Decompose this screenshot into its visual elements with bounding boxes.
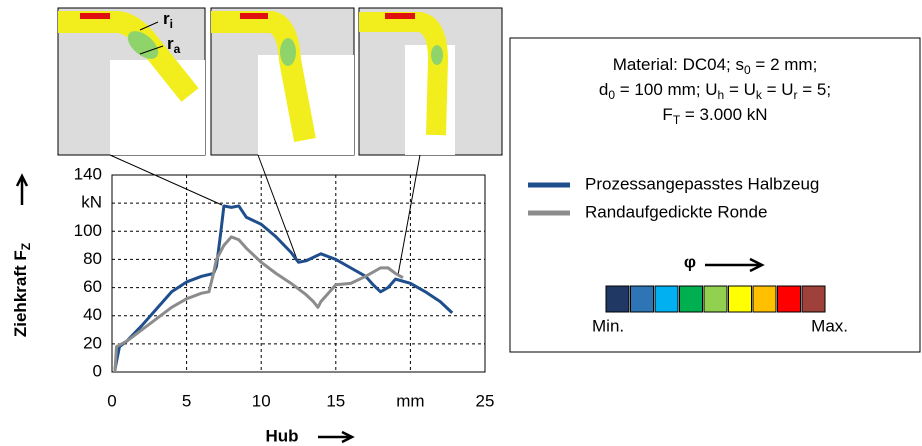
x-tick-label: 10 [252, 391, 271, 410]
info-text: = 3.000 kN [680, 105, 767, 124]
x-tick-label: 5 [182, 391, 191, 410]
chart: Hub 0 20 40 60 80 100 kN 140 0 5 10 15 mm 25 Ziehkraft… [0, 0, 922, 446]
scale-max: Max. [811, 316, 848, 335]
scale-min: Min. [592, 316, 624, 335]
info-sub: h [718, 88, 725, 102]
connector [398, 155, 420, 275]
scale-swatch [704, 286, 727, 312]
y-tick-label: 40 [83, 305, 102, 324]
scale-swatch [778, 286, 801, 312]
connector [110, 155, 222, 205]
x-tick-label: 25 [476, 391, 495, 410]
info-text: F [662, 105, 672, 124]
scale-swatch [606, 286, 629, 312]
x-tick-label: mm [396, 391, 424, 410]
y-axis-label-text: Ziehkraft F [11, 250, 30, 337]
info-text: = 5; [798, 80, 832, 99]
inset-3 [359, 8, 502, 155]
y-tick-label: 60 [83, 277, 102, 296]
inset-2 [211, 8, 354, 155]
connector [258, 155, 298, 262]
info-line: Material: DC04; s0 = 2 mm; [613, 55, 818, 77]
y-axis-label-sub: Z [19, 243, 33, 250]
scale-swatch [729, 286, 752, 312]
plot-frame [112, 175, 485, 372]
info-text: d [599, 80, 608, 99]
series-line [115, 237, 403, 372]
y-tick-label: 20 [83, 333, 102, 352]
x-tick-label: 0 [107, 391, 116, 410]
y-tick-label: 100 [74, 221, 102, 240]
legend-label: Randaufgedickte Ronde [585, 202, 767, 221]
inset-label-sub: i [170, 17, 173, 31]
inset-1 [58, 8, 205, 155]
info-text: = 2 mm; [751, 55, 818, 74]
y-tick-label: 0 [93, 361, 102, 380]
y-tick-label: kN [81, 193, 102, 212]
inset-label-sub: a [174, 42, 181, 56]
info-text: = U [762, 80, 794, 99]
scale-swatch [655, 286, 678, 312]
x-arrow [318, 432, 352, 442]
y-tick-label: 140 [74, 164, 102, 183]
scale-label: φ [684, 252, 696, 271]
x-axis-label: Hub [265, 426, 298, 445]
info-text: Material: DC04; s [613, 55, 744, 74]
legend-label: Prozessangepasstes Halbzeug [585, 174, 819, 193]
info-text: = U [724, 80, 756, 99]
y-tick-label: 80 [83, 249, 102, 268]
y-arrow [17, 176, 27, 205]
info-text: = 100 mm; U [615, 80, 718, 99]
scale-swatch [753, 286, 776, 312]
x-tick-label: 15 [326, 391, 345, 410]
scale-swatch [802, 286, 825, 312]
y-axis-label: Ziehkraft FZ [11, 243, 33, 337]
scale-swatch [631, 286, 654, 312]
scale-swatch [680, 286, 703, 312]
